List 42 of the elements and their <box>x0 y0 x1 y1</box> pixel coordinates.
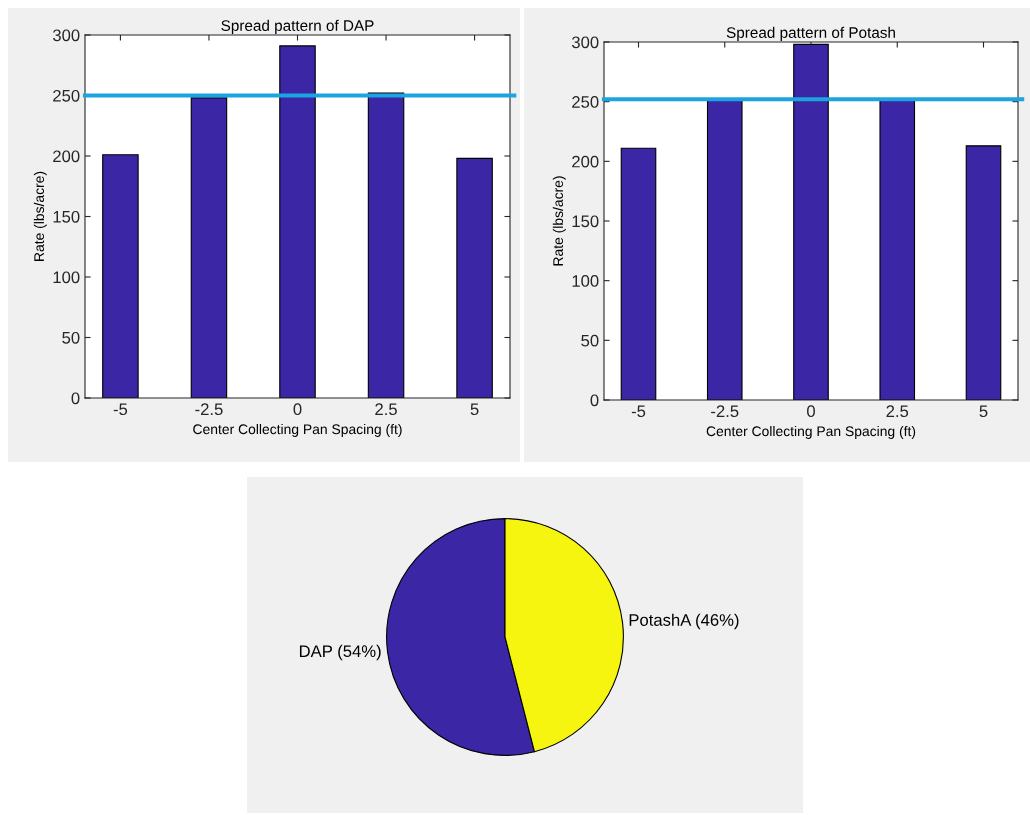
bar <box>102 154 139 398</box>
x-axis-title: Center Collecting Pan Spacing (ft) <box>193 423 402 437</box>
y-tick-label: 300 <box>571 36 599 49</box>
bar <box>620 147 657 400</box>
bar <box>793 43 829 400</box>
y-tick-label: 50 <box>62 331 80 344</box>
bar <box>456 157 493 398</box>
bar <box>879 99 916 400</box>
x-tick-label: 5 <box>979 405 988 418</box>
y-tick-label: 250 <box>53 89 80 102</box>
x-tick-label: -2.5 <box>711 405 739 418</box>
chart-title: Spread pattern of Potash <box>726 26 895 41</box>
y-axis-title: Rate (lbs/acre) <box>33 171 47 261</box>
y-tick-label: 200 <box>53 150 80 163</box>
bar <box>367 92 405 398</box>
slice-label: PotashA (46%) <box>629 613 739 630</box>
y-tick-label: 150 <box>572 215 599 228</box>
bar <box>706 99 743 400</box>
y-tick-label: 0 <box>71 392 80 405</box>
bar <box>279 45 316 398</box>
x-tick-label: -2.5 <box>195 403 223 416</box>
x-axis-title: Center Collecting Pan Spacing (ft) <box>706 425 916 439</box>
y-axis-title: Rate (lbs/acre) <box>552 176 566 266</box>
bar <box>190 97 228 398</box>
x-tick-label: -5 <box>113 403 128 416</box>
x-tick-label: 0 <box>807 405 815 418</box>
x-tick-label: 2.5 <box>886 405 909 418</box>
bar <box>965 145 1002 400</box>
x-tick-label: 5 <box>470 403 479 416</box>
y-tick-label: 250 <box>572 96 599 108</box>
y-tick-label: 150 <box>53 210 80 223</box>
y-tick-label: 0 <box>590 394 599 407</box>
slice-label: DAP (54%) <box>299 644 381 661</box>
x-tick-label: 0 <box>293 403 302 416</box>
y-tick-label: 50 <box>581 334 599 347</box>
y-tick-label: 100 <box>53 271 80 284</box>
y-tick-label: 300 <box>52 29 80 42</box>
y-tick-label: 200 <box>572 155 599 168</box>
x-tick-label: -5 <box>631 405 646 418</box>
y-tick-label: 100 <box>572 275 599 287</box>
chart-title: Spread pattern of DAP <box>221 19 374 34</box>
x-tick-label: 2.5 <box>375 403 397 416</box>
